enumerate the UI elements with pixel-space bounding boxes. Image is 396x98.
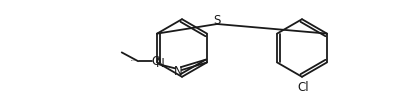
Text: Cl: Cl — [297, 81, 308, 94]
Text: N: N — [156, 57, 165, 70]
Text: S: S — [213, 14, 221, 27]
Text: O: O — [152, 55, 161, 68]
Text: methyl: methyl — [131, 60, 136, 61]
Text: N: N — [174, 65, 183, 78]
